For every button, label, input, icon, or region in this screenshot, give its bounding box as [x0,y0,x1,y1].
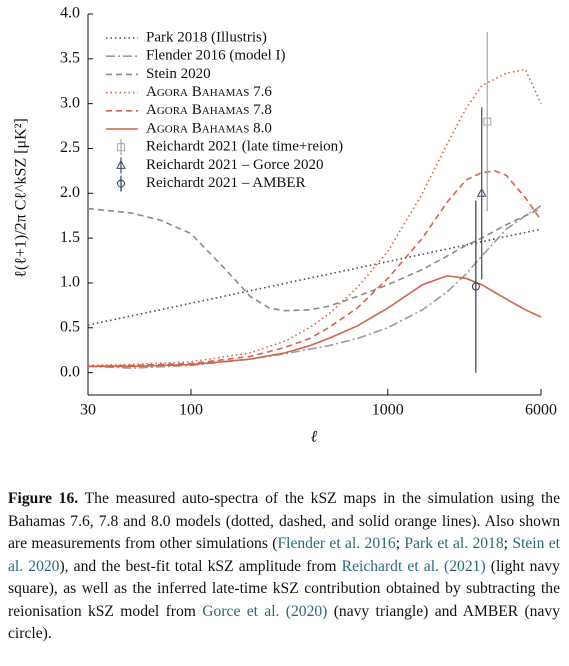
citation-link[interactable]: Flender et al. 2016 [277,535,396,552]
x-tick-label: 1000 [372,402,404,419]
y-tick-label: 1.5 [60,229,80,246]
marker [117,179,125,188]
caption-text: The measured auto-spectra of the kSZ map… [8,490,561,552]
marker [471,282,480,291]
legend-label: Reichardt 2021 – Gorce 2020 [146,157,323,173]
y-tick-label: 3.5 [60,49,80,66]
y-tick-label: 2.0 [60,184,80,201]
caption-text: ), and the best-fit total kSZ amplitude … [59,557,342,575]
series-line [87,170,542,368]
marker [476,187,487,197]
x-axis-label: ℓ [311,429,318,446]
x-tick-label: 6000 [525,402,557,419]
y-tick-label: 3.0 [60,94,80,111]
y-tick-label: 0.0 [60,363,80,380]
citation-link[interactable]: Park et al. 2018 [404,535,504,552]
caption-text: ; [395,535,405,552]
legend-label: Reichardt 2021 – AMBER [146,175,306,191]
legend-label: Stein 2020 [146,66,211,82]
citation-link[interactable]: Gorce et al. (2020) [202,602,328,620]
legend-label: Park 2018 (Illustris) [146,29,267,45]
series-line [87,207,542,312]
citation-link[interactable]: Reichardt et al. (2021) [341,557,486,575]
caption-text: ; [503,535,513,552]
x-tick-label: 30 [80,402,96,419]
marker [116,159,126,169]
chart: ℓ ℓ(ℓ+1)/2π Cℓ^kSZ [μK²] 0.0 0.5 1.0 1.5 2.0… [13,5,557,446]
citation-link[interactable]: Stein et al. 2020 [8,535,560,575]
y-tick-label: 2.5 [60,139,80,156]
y-axis-label: ℓ(ℓ+1)/2π Cℓ^kSZ [μK²] [13,118,30,278]
marker [483,117,492,126]
caption-text: (light navy square), as well as the infe… [8,557,560,620]
x-tick-label: 100 [179,402,203,419]
marker [117,143,125,152]
caption-text: (navy triangle) and AMBER (navy circle). [8,602,560,643]
legend-label: Agora Bahamas 8.0 [146,120,272,136]
legend-label: Agora Bahamas 7.6 [146,84,272,100]
y-tick-label: 4.0 [60,5,80,22]
legend: Park 2018 (Illustris) Flender 2016 (model… [106,29,343,192]
figure-caption: Figure 16. The measured auto-spectra of … [8,488,560,646]
series-line [87,228,542,326]
y-tick-label: 1.0 [60,274,80,291]
legend-label: Reichardt 2021 (late time+reion) [146,139,343,155]
legend-label: Agora Bahamas 7.8 [146,102,272,118]
caption-label: Figure 16. [8,490,79,507]
series-line [88,274,542,368]
y-tick-label: 0.5 [60,318,80,335]
legend-label: Flender 2016 (model I) [146,48,286,64]
